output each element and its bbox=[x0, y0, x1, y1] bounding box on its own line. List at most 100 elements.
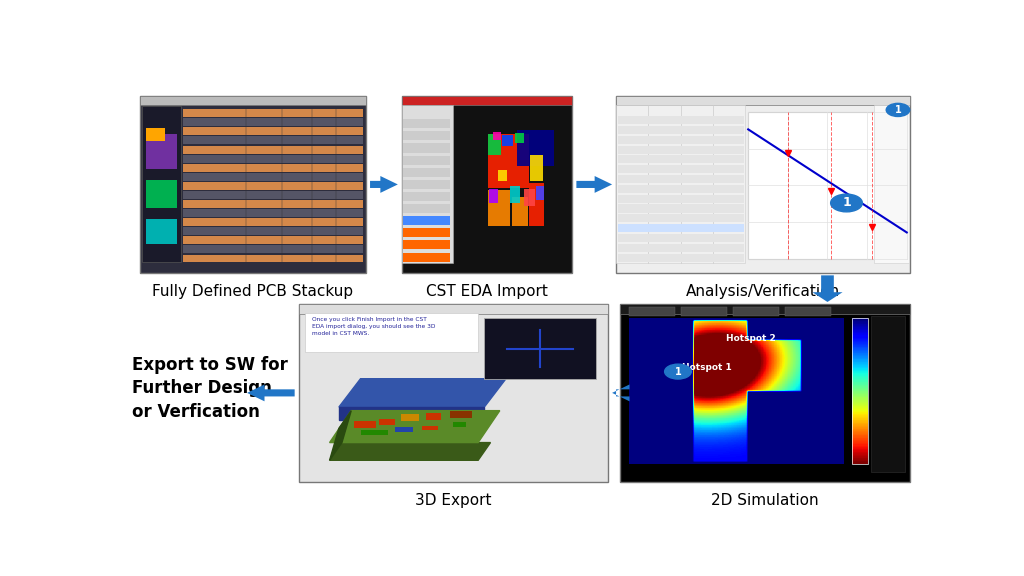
Bar bbox=[299, 304, 608, 482]
Polygon shape bbox=[330, 442, 490, 460]
Bar bbox=[140, 96, 367, 105]
Bar bbox=[403, 252, 450, 262]
Bar bbox=[852, 319, 867, 464]
Bar bbox=[354, 421, 376, 429]
Bar bbox=[681, 307, 727, 316]
Bar bbox=[620, 304, 909, 314]
Bar bbox=[426, 414, 441, 419]
Bar bbox=[403, 119, 450, 128]
Bar bbox=[870, 316, 905, 472]
Bar bbox=[616, 105, 745, 263]
Circle shape bbox=[830, 194, 862, 212]
Bar bbox=[183, 146, 362, 154]
Bar bbox=[183, 173, 362, 181]
Text: 1: 1 bbox=[842, 196, 851, 210]
Text: 3D Export: 3D Export bbox=[415, 492, 492, 507]
Polygon shape bbox=[339, 407, 484, 419]
Bar bbox=[529, 183, 544, 226]
Bar bbox=[183, 236, 362, 244]
Polygon shape bbox=[330, 411, 351, 460]
Bar bbox=[451, 411, 472, 418]
Bar bbox=[785, 307, 831, 316]
Bar bbox=[183, 255, 362, 263]
Bar bbox=[183, 218, 362, 226]
Bar bbox=[617, 195, 744, 203]
Bar bbox=[146, 128, 165, 141]
Bar bbox=[299, 304, 608, 314]
Bar bbox=[617, 224, 744, 232]
Bar bbox=[183, 228, 362, 235]
Bar bbox=[512, 198, 528, 226]
Bar bbox=[617, 146, 744, 154]
Bar bbox=[502, 135, 513, 146]
Bar bbox=[733, 307, 779, 316]
Bar bbox=[617, 234, 744, 242]
Bar bbox=[488, 134, 529, 188]
Bar bbox=[616, 96, 909, 273]
Bar bbox=[749, 112, 907, 259]
Polygon shape bbox=[339, 378, 506, 407]
Circle shape bbox=[886, 103, 909, 116]
Polygon shape bbox=[370, 176, 397, 193]
Bar bbox=[403, 168, 450, 177]
Bar bbox=[403, 240, 450, 249]
Polygon shape bbox=[812, 275, 843, 302]
Bar bbox=[401, 96, 572, 105]
Bar bbox=[617, 156, 744, 164]
Bar bbox=[394, 427, 413, 432]
Bar bbox=[183, 137, 362, 145]
Text: Hotspot 1: Hotspot 1 bbox=[682, 363, 732, 372]
Bar bbox=[620, 304, 909, 482]
Text: Analysis/Verification: Analysis/Verification bbox=[686, 284, 840, 299]
Bar bbox=[516, 130, 554, 166]
Bar bbox=[617, 253, 744, 262]
Bar bbox=[515, 134, 524, 143]
Bar bbox=[305, 313, 478, 352]
Text: CST EDA Import: CST EDA Import bbox=[426, 284, 548, 299]
Text: Hotspot 2: Hotspot 2 bbox=[726, 334, 775, 343]
Polygon shape bbox=[330, 411, 500, 442]
Text: 2D Simulation: 2D Simulation bbox=[711, 492, 818, 507]
Bar bbox=[146, 180, 177, 208]
Bar bbox=[183, 200, 362, 208]
Bar bbox=[617, 136, 744, 144]
Bar bbox=[403, 180, 450, 189]
Text: 1: 1 bbox=[895, 105, 901, 115]
Bar bbox=[183, 182, 362, 190]
Bar bbox=[423, 426, 438, 430]
Bar bbox=[140, 96, 367, 273]
Bar bbox=[617, 126, 744, 134]
Bar bbox=[403, 216, 450, 225]
Bar bbox=[510, 186, 520, 203]
Bar bbox=[489, 189, 498, 203]
Bar bbox=[617, 244, 744, 252]
Text: Export to SW for
Further Design
or Verfication: Export to SW for Further Design or Verfi… bbox=[132, 356, 288, 421]
Bar bbox=[401, 96, 572, 273]
Bar bbox=[403, 228, 450, 237]
Bar bbox=[617, 204, 744, 213]
Bar bbox=[629, 307, 675, 316]
Bar bbox=[183, 109, 362, 118]
Bar bbox=[484, 319, 596, 378]
Text: 1: 1 bbox=[675, 366, 681, 377]
Bar bbox=[493, 132, 502, 141]
Bar bbox=[488, 190, 510, 226]
Bar bbox=[536, 186, 545, 200]
Bar bbox=[142, 107, 180, 263]
Bar bbox=[454, 422, 466, 427]
Bar bbox=[617, 214, 744, 222]
Bar bbox=[183, 118, 362, 126]
Bar bbox=[403, 143, 450, 153]
Bar bbox=[524, 190, 536, 206]
Polygon shape bbox=[612, 384, 630, 401]
Polygon shape bbox=[577, 176, 612, 193]
Bar bbox=[617, 175, 744, 183]
Bar bbox=[183, 127, 362, 135]
Bar bbox=[530, 156, 543, 181]
Bar bbox=[873, 105, 909, 263]
Bar bbox=[403, 156, 450, 165]
Polygon shape bbox=[247, 384, 295, 401]
Bar bbox=[379, 419, 394, 425]
Bar bbox=[183, 154, 362, 162]
Bar bbox=[617, 185, 744, 193]
